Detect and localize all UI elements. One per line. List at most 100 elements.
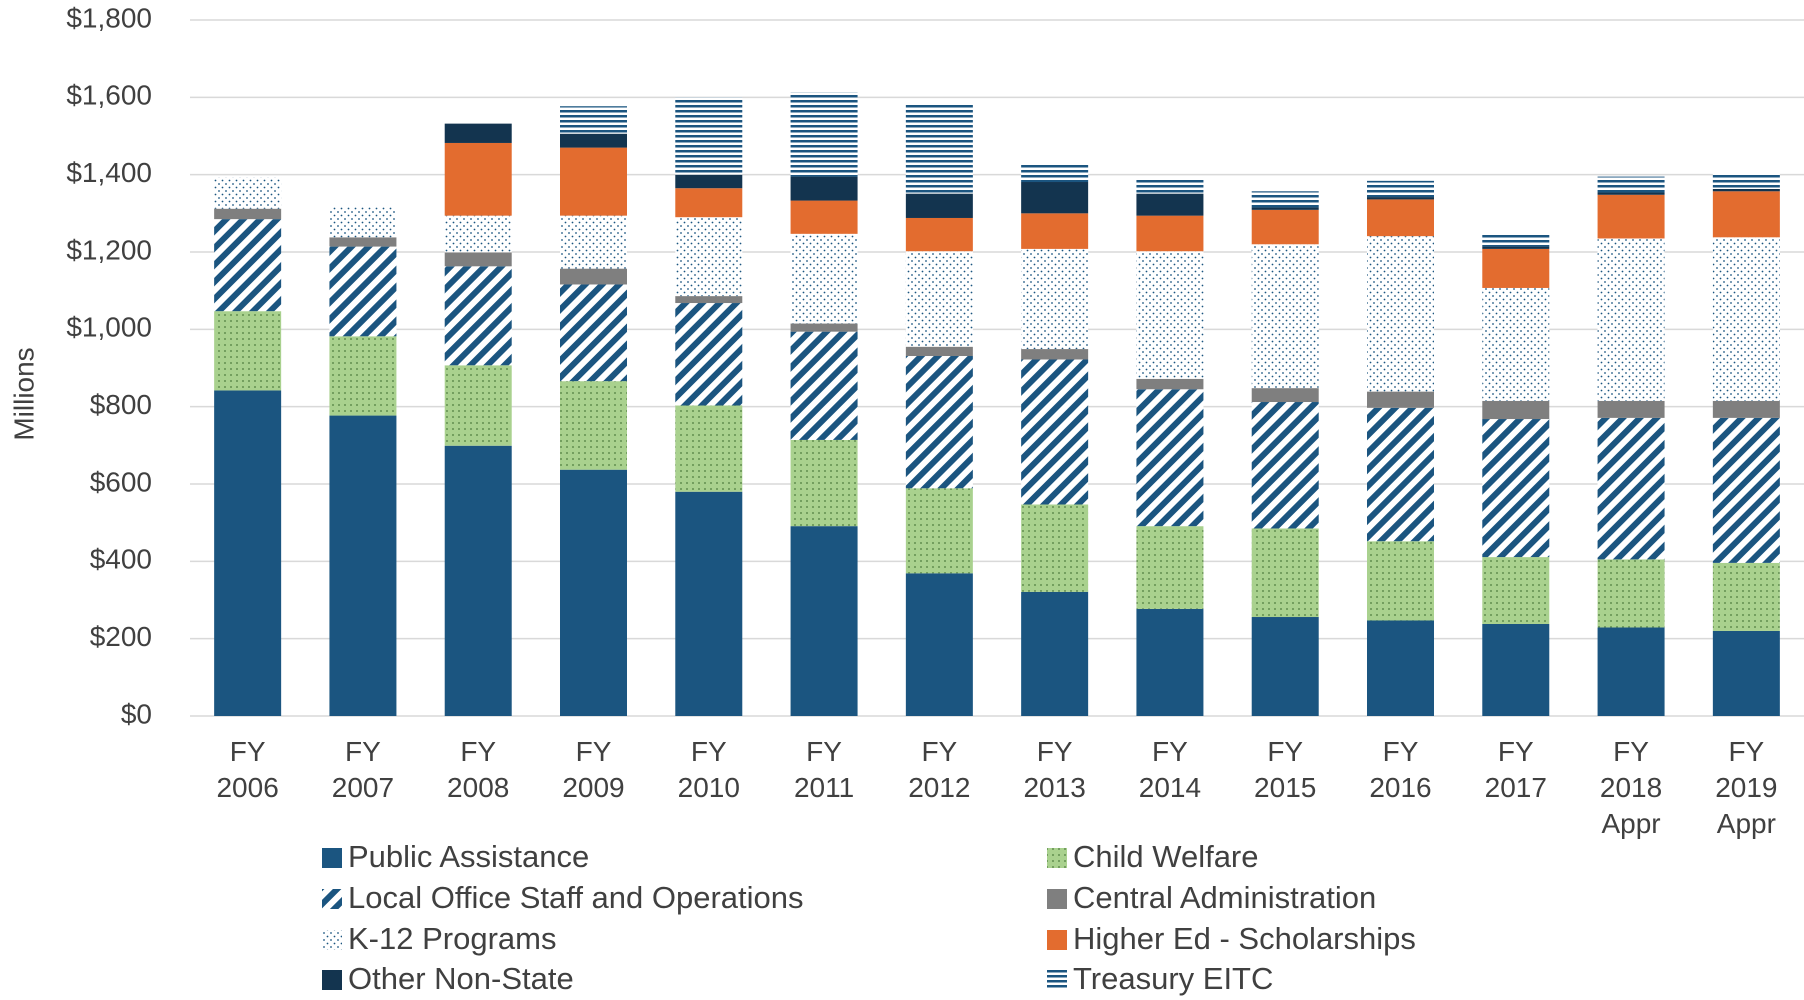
bar-segment [1136,193,1204,216]
bar-segment [1482,248,1550,288]
bar-segment [1367,407,1434,542]
bar-segment [1712,188,1780,192]
bar-segment [1136,608,1204,716]
bar-segment [1597,192,1665,195]
bar-segment [790,92,858,177]
x-tick-label: FY 2013 [1023,736,1086,803]
legend-label: Higher Ed - Scholarships [1073,921,1416,956]
bar-segment [1712,400,1780,418]
bar-segment [214,311,282,391]
bar-segment [905,193,973,218]
bar-segment [1021,248,1089,350]
bar-segment [329,237,397,247]
bar-segment [444,252,512,267]
bar-segment [790,200,858,234]
x-tick-label: FY 2016 [1369,736,1432,803]
bar-segment [905,573,973,716]
bar-segment [905,251,973,347]
bar-segment [905,102,973,194]
x-tick-label: FY 2009 [562,736,625,803]
bar-segment [1136,526,1204,609]
bar-segment [560,147,627,216]
bar-segment [214,208,282,220]
bar-segment [1251,528,1319,618]
bar-segment [1251,402,1319,529]
x-tick-label: FY 2015 [1254,736,1317,803]
bar-segment [560,215,627,269]
x-tick-label: FY 2012 [908,736,971,803]
bar-segment [790,176,858,201]
bar-segment [675,405,743,492]
x-tick-label: FY 2006 [216,736,279,803]
bar-segment [1482,623,1550,716]
bar-segment [1367,541,1434,621]
bar-segment [1597,559,1665,628]
bar-segment [1251,388,1319,403]
bar-segment [790,526,858,716]
bar-segment [560,381,627,470]
x-tick-label: FY 2007 [331,736,395,803]
legend-swatch [322,889,342,909]
bar-segment [1021,504,1089,592]
bar-segment [1597,400,1665,418]
bar-segment [1712,237,1780,401]
bar-segment [1597,194,1665,239]
x-tick-label: FY 2011 [793,736,855,803]
bar-segment [675,97,743,175]
bar-segment [329,415,397,716]
bar-segment [444,445,512,716]
legend-label: K-12 Programs [348,921,556,956]
bar-segment [214,390,282,716]
bar-segment [444,365,512,446]
bar-segment [1482,419,1550,558]
bar-segment [675,296,743,304]
y-tick-label: $200 [90,621,152,652]
legend-label: Central Administration [1073,880,1376,915]
x-tick-label: FY 2014 [1138,736,1202,803]
bar-segment [1251,244,1319,389]
bar-segment [214,219,282,312]
bar-segment [1712,173,1780,189]
bar-segment [1136,177,1204,194]
bar-segment [1482,557,1550,624]
bar-segment [1712,630,1780,716]
legend-label: Treasury EITC [1073,961,1273,996]
bar-segment [1251,207,1319,210]
bar-segment [790,233,858,324]
legend-label: Public Assistance [348,839,589,874]
bar-segment [675,491,743,716]
legend-swatch [1047,848,1067,868]
bar-segment [1597,417,1665,560]
bar-segment [444,266,512,366]
bar-segment [1021,162,1089,183]
bar-segment [560,133,627,148]
bar-segment [905,217,973,252]
bar-segment [790,331,858,440]
bar-segment [1597,176,1665,193]
legend-swatch [1047,930,1067,950]
bar-segment [560,106,627,134]
bar-segment [1367,197,1434,200]
legend-swatch [322,848,342,868]
bar-segment [905,346,973,357]
bar-segment [560,268,627,285]
bar-segment [1021,182,1089,214]
x-tick-label: FY 2008 [447,736,510,803]
bar-segment [1712,562,1780,631]
bar-segment [675,188,743,218]
y-tick-label: $600 [90,466,152,497]
bar-segment [444,142,512,216]
bar-segment [329,206,397,238]
y-tick-label: $1,000 [66,312,152,343]
bar-segment [675,303,743,406]
y-tick-label: $1,400 [66,157,152,188]
bar-segment [1482,400,1550,420]
y-tick-label: $1,200 [66,234,152,265]
y-tick-label: $400 [90,544,152,575]
bar-segment [329,336,397,416]
y-tick-label: $1,600 [66,80,152,111]
bar-segment [1482,246,1550,249]
bar-segment [1367,180,1434,198]
